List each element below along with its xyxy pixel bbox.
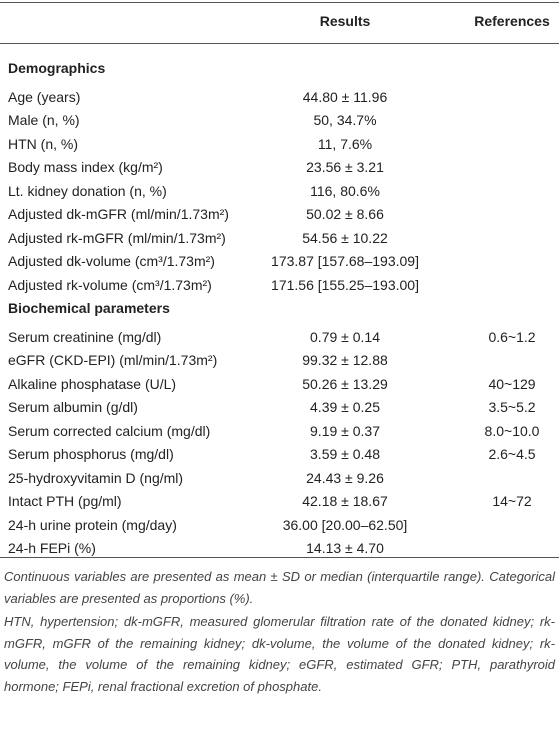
footnote: Continuous variables are presented as me… bbox=[4, 569, 555, 606]
row-result: 4.39 ± 0.25 bbox=[310, 399, 380, 415]
row-result: 50, 34.7% bbox=[313, 112, 377, 128]
row-result: 54.56 ± 10.22 bbox=[302, 229, 388, 246]
row-label: 25-hydroxyvitamin D (ng/ml) bbox=[8, 469, 184, 486]
row-result: 11, 7.6% bbox=[317, 135, 373, 152]
row-result: 50.02 ± 8.66 bbox=[306, 206, 384, 222]
row-result: 171.56 [155.25–193.00] bbox=[271, 276, 419, 293]
row-result: 50.26 ± 13.29 bbox=[302, 375, 388, 392]
row-label: Male (n, %) bbox=[8, 112, 80, 128]
row-label: 24-h urine protein (mg/day) bbox=[8, 516, 177, 533]
header-rule bbox=[0, 43, 559, 44]
section-title: Demographics bbox=[8, 60, 106, 76]
row-label: Serum albumin (g/dl) bbox=[8, 399, 138, 415]
row-reference: 3.5~5.2 bbox=[488, 399, 536, 415]
row-reference: 0.6~1.2 bbox=[488, 328, 536, 345]
row-label: Body mass index (kg/m²) bbox=[8, 159, 163, 175]
row-label: eGFR (CKD-EPI) (ml/min/1.73m²) bbox=[8, 352, 218, 368]
row-reference: 40~129 bbox=[488, 375, 536, 392]
row-label: Alkaline phosphatase (U/L) bbox=[8, 375, 177, 392]
header-references: References bbox=[474, 13, 550, 29]
row-label: Intact PTH (pg/ml) bbox=[8, 493, 122, 509]
header-results: Results bbox=[319, 13, 371, 29]
row-label: Serum creatinine (mg/dl) bbox=[8, 328, 162, 345]
row-result: 173.87 [157.68–193.09] bbox=[271, 253, 419, 269]
row-reference: 14~72 bbox=[492, 493, 532, 509]
row-result: 42.18 ± 18.67 bbox=[302, 493, 388, 509]
row-label: Serum phosphorus (mg/dl) bbox=[8, 446, 174, 462]
row-result: 36.00 [20.00–62.50] bbox=[282, 516, 408, 533]
section-title: Biochemical parameters bbox=[8, 300, 170, 316]
row-label: Adjusted dk-mGFR (ml/min/1.73m²) bbox=[8, 206, 229, 222]
row-reference: 8.0~10.0 bbox=[484, 422, 540, 439]
row-label: 24-h FEPi (%) bbox=[8, 540, 96, 556]
row-label: Adjusted rk-volume (cm³/1.73m²) bbox=[8, 276, 212, 293]
row-result: 9.19 ± 0.37 bbox=[310, 422, 380, 439]
top-rule bbox=[0, 2, 559, 3]
row-label: Adjusted rk-mGFR (ml/min/1.73m²) bbox=[8, 229, 226, 246]
row-label: Age (years) bbox=[8, 88, 81, 105]
row-reference: 2.6~4.5 bbox=[488, 446, 536, 462]
row-result: 99.32 ± 12.88 bbox=[302, 352, 388, 368]
row-result: 0.79 ± 0.14 bbox=[310, 328, 380, 345]
footnote: HTN, hypertension; dk-mGFR, measured glo… bbox=[4, 614, 555, 694]
row-result: 3.59 ± 0.48 bbox=[310, 446, 380, 462]
row-label: Adjusted dk-volume (cm³/1.73m²) bbox=[8, 253, 215, 269]
row-label: Serum corrected calcium (mg/dl) bbox=[8, 422, 211, 439]
row-result: 14.13 ± 4.70 bbox=[306, 540, 384, 556]
row-label: HTN (n, %) bbox=[8, 135, 78, 152]
row-label: Lt. kidney donation (n, %) bbox=[8, 182, 167, 199]
bottom-rule bbox=[0, 557, 559, 558]
row-result: 44.80 ± 11.96 bbox=[302, 88, 388, 105]
row-result: 23.56 ± 3.21 bbox=[306, 159, 384, 175]
row-result: 116, 80.6% bbox=[310, 182, 380, 199]
row-result: 24.43 ± 9.26 bbox=[306, 469, 384, 486]
